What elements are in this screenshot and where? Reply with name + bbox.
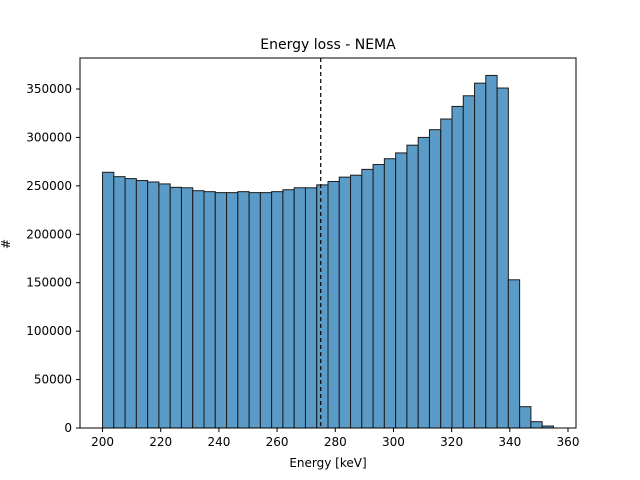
histogram-bar-34 <box>485 74 498 429</box>
x-axis-label: Energy [keV] <box>289 456 366 470</box>
histogram-bar-7 <box>180 187 194 429</box>
x-tick-label: 300 <box>382 435 405 449</box>
y-axis-ticks: 0 50000 100000 150000 200000 250000 300000 3500… <box>26 82 80 435</box>
histogram-bar-11 <box>226 192 239 429</box>
histogram-bar-10 <box>214 192 228 429</box>
histogram-bar-24 <box>372 164 385 429</box>
chart-title: Energy loss - NEMA <box>260 37 396 53</box>
y-tick-label: 250000 <box>26 179 72 193</box>
histogram-bar-18 <box>304 187 318 429</box>
histogram-bar-20 <box>327 180 340 429</box>
y-tick-label: 0 <box>64 421 72 435</box>
histogram-bar-31 <box>451 105 464 429</box>
histogram-bar-13 <box>248 192 261 429</box>
x-tick-label: 220 <box>149 435 172 449</box>
x-tick-label: 280 <box>324 435 347 449</box>
histogram-bar-29 <box>428 129 442 429</box>
histogram-bar-17 <box>293 187 306 429</box>
histogram-bar-22 <box>350 174 363 429</box>
histogram-bar-33 <box>474 82 487 429</box>
histogram-bar-12 <box>237 191 250 429</box>
histogram-bar-36 <box>507 279 521 429</box>
histogram-bar-6 <box>169 186 182 429</box>
x-axis-ticks: 200 220 240 260 280 300 320 340 360 <box>91 428 579 449</box>
histogram-bar-38 <box>530 421 543 429</box>
histogram-bar-32 <box>462 95 476 429</box>
histogram-bar-5 <box>158 183 171 429</box>
histogram-bar-23 <box>361 168 374 429</box>
histogram-bar-27 <box>406 144 419 429</box>
histogram-bar-8 <box>192 190 205 429</box>
histogram-bar-4 <box>147 181 160 429</box>
x-tick-label: 240 <box>207 435 230 449</box>
histogram-bar-21 <box>338 176 352 429</box>
y-tick-label: 100000 <box>26 324 72 338</box>
histogram-bar-2 <box>124 178 137 429</box>
histogram-bar-1 <box>113 176 126 429</box>
plot-frame <box>79 57 577 429</box>
x-tick-label: 200 <box>91 435 114 449</box>
histogram-bar-26 <box>395 152 408 429</box>
y-tick-label: 50000 <box>34 373 72 387</box>
x-tick-label: 260 <box>266 435 289 449</box>
histogram-bar-0 <box>102 171 115 429</box>
y-tick-label: 300000 <box>26 130 72 144</box>
histogram-bar-15 <box>271 191 284 429</box>
y-tick-label: 150000 <box>26 276 72 290</box>
y-axis-label: # <box>0 239 13 249</box>
histogram-bar-19 <box>316 184 329 429</box>
y-tick-label: 350000 <box>26 82 72 96</box>
histogram-bar-37 <box>519 406 532 429</box>
histogram-bar-14 <box>259 192 273 429</box>
x-tick-label: 340 <box>498 435 521 449</box>
histogram-bar-30 <box>440 118 453 429</box>
x-tick-label: 360 <box>557 435 580 449</box>
y-tick-label: 200000 <box>26 227 72 241</box>
histogram-bar-9 <box>203 191 216 429</box>
histogram-bar-25 <box>383 158 397 429</box>
histogram-bar-28 <box>417 136 430 429</box>
histogram-bar-35 <box>496 87 509 429</box>
histogram-bar-3 <box>135 180 149 429</box>
histogram-bar-16 <box>282 189 295 429</box>
x-tick-label: 320 <box>440 435 463 449</box>
